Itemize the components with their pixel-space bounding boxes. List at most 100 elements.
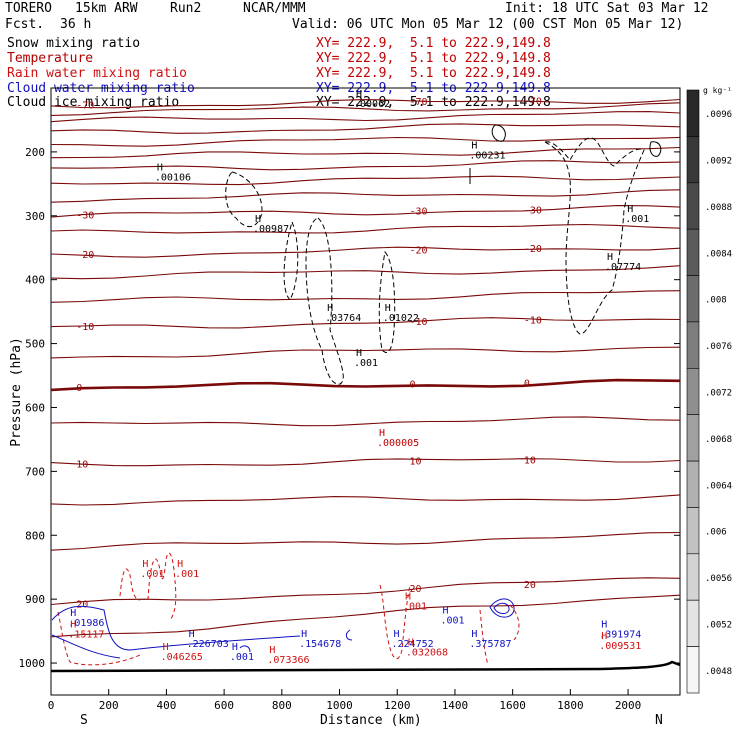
maximum-value: .073366: [267, 655, 309, 666]
field-name-cloud-ice: Cloud ice mixing ratio: [7, 95, 180, 110]
x-tick-label: 800: [272, 699, 292, 712]
isotherm-line: [50, 123, 681, 134]
isotherm-label: -30: [410, 206, 428, 217]
isotherm-line: [50, 189, 681, 203]
x-tick-label: 1400: [442, 699, 469, 712]
colorbar-label: .0072: [705, 389, 732, 399]
maximum-value: .03764: [325, 313, 361, 324]
isotherm-label: -10: [76, 322, 94, 333]
rain-contour-1: [119, 568, 141, 601]
isotherm-line: [50, 531, 681, 551]
isotherm-line: [50, 175, 681, 186]
maximum-marker: H: [142, 559, 148, 570]
maximum-marker: H: [601, 631, 607, 642]
colorbar-unit: g kg⁻¹: [703, 86, 732, 95]
forecast-label: Fcst.: [5, 17, 45, 32]
x-tick-label: 400: [156, 699, 176, 712]
isotherm-label: -20: [76, 250, 94, 261]
colorbar-swatch: [686, 646, 700, 694]
x-axis-title: Distance (km): [320, 713, 422, 728]
isotherm-line: [50, 494, 681, 506]
maximum-value: .046265: [161, 652, 203, 663]
maximum-value: .001: [625, 214, 649, 225]
colorbar-swatch: [686, 228, 700, 276]
field-xy-cloud-ice: XY= 222.9, 5.1 to 222.9,149.8: [316, 95, 551, 110]
rain-contour-3: [57, 611, 141, 666]
y-tick-label: 500: [25, 338, 45, 351]
x-tick-label: 1800: [557, 699, 584, 712]
colorbar-swatch: [686, 507, 700, 555]
maximum-marker: H: [356, 348, 362, 359]
x-tick-label: 0: [48, 699, 55, 712]
cloud-water-contour-6: [239, 645, 251, 653]
isotherm-label: 0: [410, 380, 416, 391]
maximum-value: .001: [230, 652, 254, 663]
colorbar-label: .0088: [705, 203, 732, 213]
field-name-temperature: Temperature: [7, 51, 94, 66]
maximum-marker: H: [70, 620, 76, 631]
axes: 0 200 400 600 800 1000 1200 1400 1600 1800 2000200…: [19, 89, 732, 712]
maximum-marker: H: [301, 629, 307, 640]
maximum-marker: H: [385, 303, 391, 314]
valid-time: Valid: 06 UTC Mon 05 Mar 12 (00 CST Mon …: [292, 17, 684, 32]
plot-frame: [50, 87, 681, 696]
ice-contour-2: [378, 250, 396, 353]
maximum-marker: H: [471, 140, 477, 151]
x-tick-label: 1600: [499, 699, 526, 712]
maximum-marker: H: [471, 629, 477, 640]
colorbar-label: .0068: [705, 435, 732, 445]
isotherm-label: -20: [524, 244, 542, 255]
field-name-rain: Rain water mixing ratio: [7, 66, 188, 81]
isotherm-line: [50, 577, 681, 606]
cloud-water-contour-1: [51, 605, 301, 651]
maximum-value: .032068: [406, 647, 448, 658]
maximum-value: .226703: [187, 639, 229, 650]
colorbar-swatch: [686, 553, 700, 601]
colorbar-swatch: [686, 414, 700, 462]
isotherm-label: 10: [524, 455, 536, 466]
maximum-marker: H: [189, 629, 195, 640]
isotherm-label: 0: [76, 383, 82, 394]
rain-contour-5: [479, 609, 489, 666]
isotherm-line: [50, 98, 681, 109]
isotherm-line: [50, 246, 681, 258]
colorbar-label: .0056: [705, 574, 732, 584]
isotherm-line: [50, 378, 681, 392]
maximum-value: .001: [175, 569, 199, 580]
maximum-marker: H: [269, 645, 275, 656]
colorbar-label: .0076: [705, 342, 732, 352]
cloud-water-contour-3: [489, 598, 515, 618]
maximum-marker: H: [163, 642, 169, 653]
maximum-marker: H: [356, 89, 362, 100]
y-tick-label: 600: [25, 401, 45, 414]
y-tick-label: 200: [25, 146, 45, 159]
snow-contour-2: [283, 220, 299, 301]
colorbar-label: .0048: [705, 667, 732, 677]
colorbar-swatch: [686, 321, 700, 369]
maximum-marker: H: [379, 428, 385, 439]
isotherm-line: [50, 223, 681, 234]
maximum-value: .01986: [68, 618, 104, 629]
isotherm-label: 20: [76, 599, 88, 610]
cloud-contours: [51, 124, 662, 666]
isotherm-label: -10: [410, 317, 428, 328]
isotherm-line: [50, 290, 681, 303]
y-tick-label: 400: [25, 274, 45, 287]
maximum-value: .001: [354, 358, 378, 369]
field-name-snow: Snow mixing ratio: [7, 36, 141, 51]
run-label: Run2: [170, 1, 202, 16]
north-label: N: [655, 713, 663, 728]
y-tick-label: 900: [25, 593, 45, 606]
colorbar-label: .0064: [705, 481, 732, 491]
isotherm-label: -70: [524, 96, 542, 107]
colorbar-swatch: [686, 460, 700, 508]
isotherm-line: [50, 205, 681, 218]
maximum-marker: H: [443, 605, 449, 616]
cloud-water-contour-2: [51, 634, 121, 659]
maximum-value: .391974: [599, 630, 641, 641]
colorbar-label: .0092: [705, 157, 732, 167]
y-tick-label: 800: [25, 529, 45, 542]
maximum-value: .009531: [599, 641, 641, 652]
isotherm-line: [50, 146, 681, 159]
